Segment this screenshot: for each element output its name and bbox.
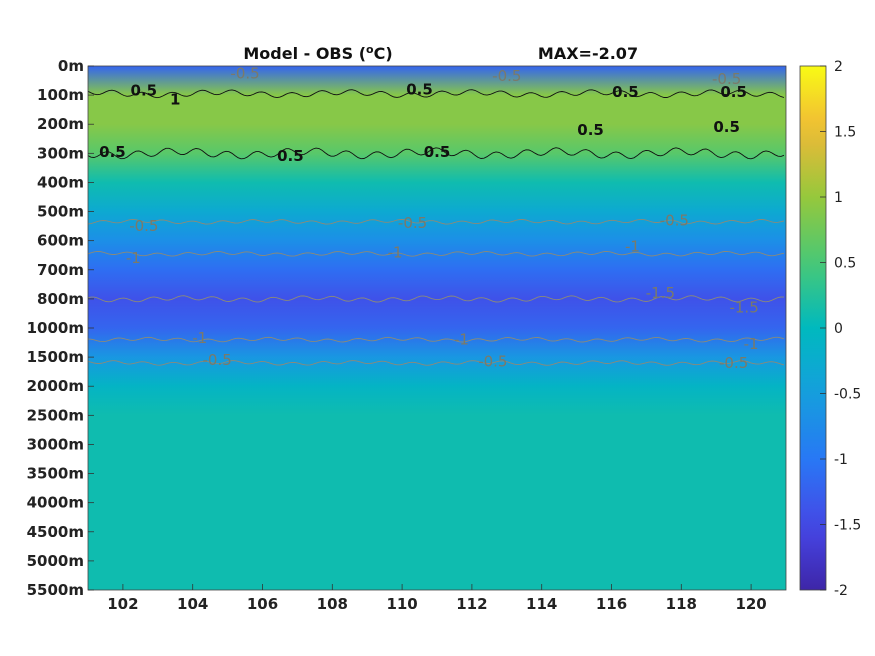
y-tick-label: 2500m (27, 406, 84, 424)
contour-line (87, 147, 785, 160)
colorbar-tick-label: -1.5 (834, 518, 861, 534)
y-tick-label: 500m (37, 203, 84, 221)
colorbar: 2 1.5 1 0.5 0 -0.5 -1 -1.5 -2 (799, 59, 861, 599)
contour-label: -1.5 (729, 299, 758, 317)
colorbar-tick-label: 1.5 (834, 125, 856, 141)
contour-line (87, 336, 785, 343)
colorbar-tick-label: 0 (834, 321, 843, 337)
colorbar-tick-label: 2 (834, 59, 843, 75)
contour-label: -0.5 (492, 67, 521, 85)
contour-label: 0.5 (577, 121, 604, 139)
y-tick-label: 200m (37, 115, 84, 133)
contour-labels: 0.5 1-0.5 -0.5 -0.50.5 0.5 0.50.5 0.5 0.50.5 0.5… (99, 64, 759, 372)
max-annotation: MAX=-2.07 (538, 44, 638, 63)
y-tick-label: 0m (58, 57, 84, 75)
contour-label: -1 (744, 335, 759, 353)
contour-label: -1.5 (646, 284, 675, 302)
contour-line (87, 218, 785, 225)
heatmap-field (88, 66, 786, 590)
contour-line (87, 89, 785, 99)
plot-area: 0.5 1-0.5 -0.5 -0.50.5 0.5 0.50.5 0.5 0.50.5 0.5… (87, 64, 787, 591)
y-tick-label: 300m (37, 144, 84, 162)
contour-label: -0.5 (398, 214, 427, 232)
x-tick-label: 106 (247, 595, 278, 613)
x-tick-label: 102 (107, 595, 138, 613)
contour-label: -1 (388, 243, 403, 261)
x-tick-label: 118 (666, 595, 697, 613)
contour-label: 0.5 (277, 147, 304, 165)
contour-label: -1 (192, 329, 207, 347)
contour-label: 0.5 (720, 83, 747, 101)
x-tick-label: 114 (526, 595, 557, 613)
contour-line (87, 250, 785, 257)
chart-title: Model - OBS (oC) (243, 43, 392, 63)
y-tick-label: 700m (37, 261, 84, 279)
contour-label: -0.5 (719, 354, 748, 372)
contour-label: -1 (625, 237, 640, 255)
contour-label: 0.5 (713, 118, 740, 136)
y-tick-label: 2000m (27, 377, 84, 395)
colorbar-tick-label: 1 (834, 190, 843, 206)
contour-label: -1 (454, 331, 469, 349)
y-tick-label: 100m (37, 86, 84, 104)
y-tick-label: 4000m (27, 494, 84, 512)
colorbar-tick-label: -0.5 (834, 387, 861, 403)
colorbar-ticks: 2 1.5 1 0.5 0 -0.5 -1 -1.5 -2 (820, 59, 861, 599)
contour-label: -0.5 (712, 70, 741, 88)
y-axis: 0m 100m 200m 300m 400m 500m 600m 700m 800m 1000m 1… (27, 57, 94, 599)
contour-line (87, 360, 785, 366)
contour-line (87, 295, 785, 303)
colorbar-tick-label: -1 (834, 452, 848, 468)
contour-lines (87, 89, 785, 366)
contour-label: -0.5 (129, 217, 158, 235)
y-tick-label: 1000m (27, 319, 84, 337)
contour-label: 0.5 (406, 80, 433, 98)
x-tick-label: 110 (386, 595, 417, 613)
y-tick-label: 600m (37, 232, 84, 250)
y-tick-label: 3500m (27, 465, 84, 483)
contour-label: 1 (170, 90, 180, 108)
x-axis: 102 104 106 108 110 112 114 116 118 120 (107, 584, 767, 613)
x-tick-label: 108 (317, 595, 348, 613)
contour-label: -0.5 (202, 351, 231, 369)
y-tick-label: 4500m (27, 523, 84, 541)
y-tick-label: 400m (37, 173, 84, 191)
y-tick-label: 1500m (27, 348, 84, 366)
y-tick-label: 5000m (27, 552, 84, 570)
colorbar-tick-label: -2 (834, 583, 848, 599)
contour-label: 0.5 (131, 82, 158, 100)
x-tick-label: 112 (456, 595, 487, 613)
y-tick-label: 5500m (27, 581, 84, 599)
y-tick-label: 3000m (27, 435, 84, 453)
colorbar-tick-label: 0.5 (834, 256, 856, 272)
x-tick-label: 104 (177, 595, 208, 613)
x-tick-label: 120 (735, 595, 766, 613)
contour-label: 0.5 (424, 143, 451, 161)
y-tick-label: 800m (37, 290, 84, 308)
contour-label: -1 (126, 249, 141, 267)
contour-label: -0.5 (660, 211, 689, 229)
contour-label: 0.5 (99, 143, 126, 161)
contour-label: 0.5 (612, 83, 639, 101)
contour-label: -0.5 (230, 64, 259, 82)
x-tick-label: 116 (596, 595, 627, 613)
contour-label: -0.5 (478, 352, 507, 370)
